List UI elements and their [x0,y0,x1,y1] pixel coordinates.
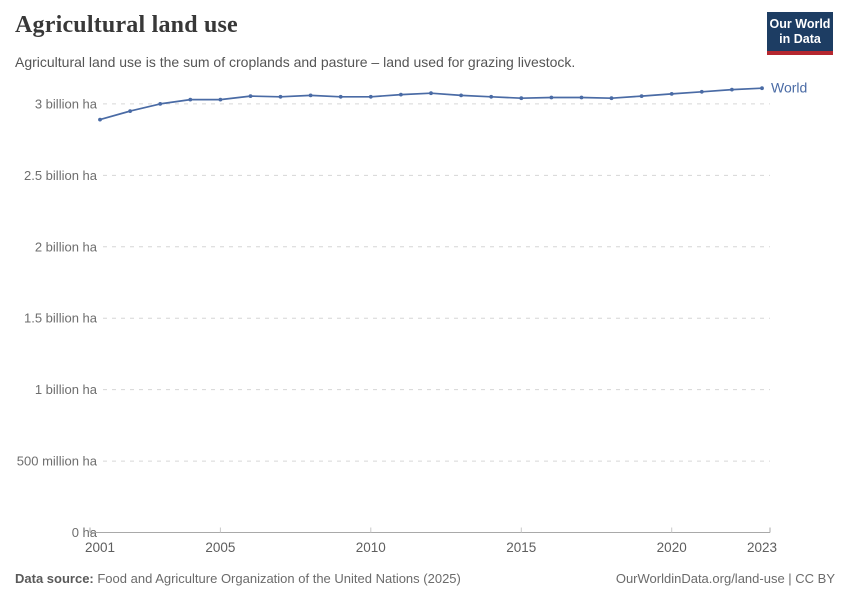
y-axis-tick-label: 1.5 billion ha [24,311,98,326]
data-point[interactable] [98,117,102,122]
data-point[interactable] [248,94,253,98]
y-axis-tick-label: 3 billion ha [35,96,98,111]
series-end-label[interactable]: World [771,80,807,96]
data-point[interactable] [669,92,674,96]
y-axis-tick-label: 1 billion ha [35,382,98,397]
y-axis-tick-label: 2.5 billion ha [24,168,98,183]
data-point[interactable] [609,96,614,101]
data-point[interactable] [579,95,584,100]
x-axis-tick-label: 2020 [657,540,687,555]
data-point[interactable] [699,89,704,94]
data-source-note: Data source: Food and Agriculture Organi… [15,571,461,586]
y-axis-tick-label: 500 million ha [17,454,98,469]
y-axis-tick-label: 0 ha [72,525,98,540]
data-point[interactable] [218,97,223,102]
chart-subtitle: Agricultural land use is the sum of crop… [15,54,576,70]
data-point[interactable] [760,86,764,91]
data-point[interactable] [639,94,644,98]
data-point[interactable] [338,94,343,99]
license-link[interactable]: OurWorldinData.org/land-use | CC BY [615,571,835,586]
data-point[interactable] [399,92,403,97]
x-axis-tick-label: 2015 [506,540,536,555]
data-point[interactable] [549,95,554,100]
x-axis-tick-label: 2005 [205,540,235,555]
owid-logo[interactable]: Our World in Data [767,12,833,55]
data-point[interactable] [429,91,433,96]
data-point[interactable] [128,109,133,113]
owid-logo-line1: Our World [769,17,831,31]
data-point[interactable] [459,93,463,98]
owid-logo-line2: in Data [779,32,821,46]
data-point[interactable] [489,94,494,99]
data-point[interactable] [188,97,193,102]
y-axis-tick-label: 2 billion ha [35,239,98,254]
data-point[interactable] [278,94,283,99]
x-axis-tick-label: 2023 [747,540,777,555]
chart-title: Agricultural land use [15,12,238,38]
x-axis-tick-label: 2010 [356,540,386,555]
chart-footer: Data source: Food and Agriculture Organi… [15,571,835,586]
data-point[interactable] [368,94,373,99]
data-point[interactable] [158,102,163,106]
x-axis-tick-label: 2001 [85,540,115,555]
data-point[interactable] [308,93,313,98]
data-source-text: Food and Agriculture Organization of the… [93,571,461,586]
data-point[interactable] [730,87,734,92]
data-source-label: Data source: [15,571,94,586]
data-point[interactable] [519,96,524,101]
